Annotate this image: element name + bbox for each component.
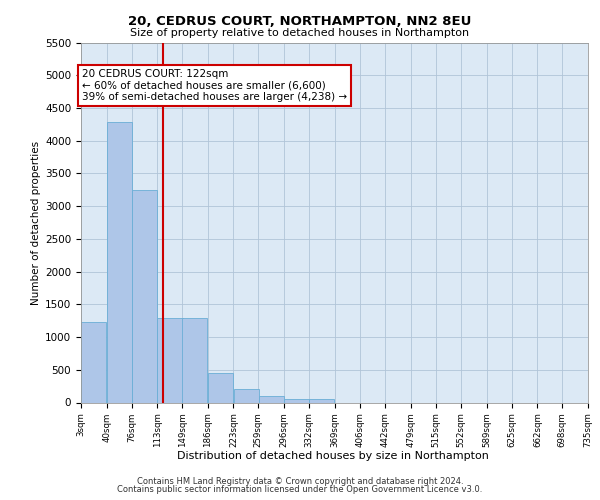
Bar [309, 399, 334, 402]
Bar [233, 390, 259, 402]
Text: Contains HM Land Registry data © Crown copyright and database right 2024.: Contains HM Land Registry data © Crown c… [137, 477, 463, 486]
Text: 20, CEDRUS COURT, NORTHAMPTON, NN2 8EU: 20, CEDRUS COURT, NORTHAMPTON, NN2 8EU [128, 15, 472, 28]
Bar [81, 322, 106, 402]
Bar [132, 190, 157, 402]
Text: Contains public sector information licensed under the Open Government Licence v3: Contains public sector information licen… [118, 485, 482, 494]
Bar [157, 318, 182, 402]
Bar [208, 373, 233, 402]
Bar [284, 398, 310, 402]
Bar [182, 318, 208, 402]
Bar [259, 396, 284, 402]
Text: Distribution of detached houses by size in Northampton: Distribution of detached houses by size … [177, 451, 489, 461]
Y-axis label: Number of detached properties: Number of detached properties [31, 140, 41, 304]
Text: 20 CEDRUS COURT: 122sqm
← 60% of detached houses are smaller (6,600)
39% of semi: 20 CEDRUS COURT: 122sqm ← 60% of detache… [82, 68, 347, 102]
Text: Size of property relative to detached houses in Northampton: Size of property relative to detached ho… [130, 28, 470, 38]
Bar [107, 122, 132, 402]
